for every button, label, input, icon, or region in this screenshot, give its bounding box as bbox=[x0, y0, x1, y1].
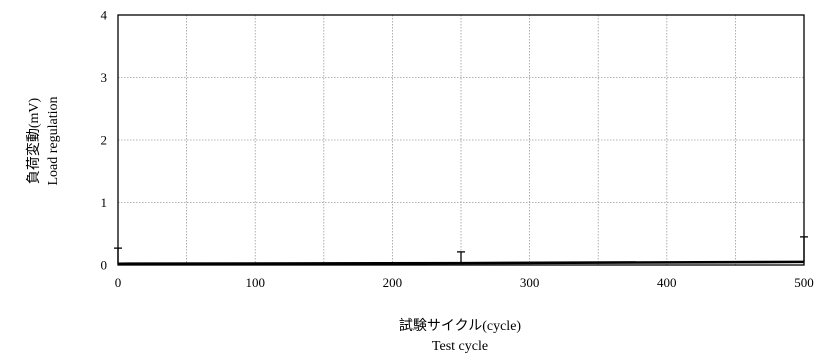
y-tick-label: 1 bbox=[101, 195, 108, 210]
x-tick-label: 400 bbox=[657, 275, 677, 290]
x-axis-title-jp: 試験サイクル(cycle) bbox=[399, 318, 521, 334]
y-axis-title-en: Load regulation bbox=[46, 96, 61, 185]
y-tick-label: 2 bbox=[101, 133, 108, 148]
y-tick-label: 0 bbox=[101, 258, 108, 273]
plot-frame bbox=[117, 14, 805, 266]
x-tick-label: 500 bbox=[794, 275, 814, 290]
x-tick-label: 300 bbox=[520, 275, 540, 290]
grid bbox=[118, 15, 804, 265]
series bbox=[114, 236, 808, 266]
x-tick-label: 0 bbox=[115, 275, 122, 290]
x-axis-title-en: Test cycle bbox=[432, 339, 488, 354]
x-tick-label: 200 bbox=[383, 275, 403, 290]
y-tick-label: 4 bbox=[101, 8, 108, 23]
y-tick-label: 3 bbox=[101, 70, 108, 85]
x-tick-label: 100 bbox=[245, 275, 265, 290]
y-tick-labels: 0 1 2 3 4 bbox=[101, 8, 108, 273]
y-axis-title-jp: 負荷変動(mV) bbox=[25, 98, 42, 185]
x-tick-labels: 0 100 200 300 400 500 bbox=[115, 275, 814, 290]
y-axis-title: 負荷変動(mV) Load regulation bbox=[25, 96, 61, 185]
